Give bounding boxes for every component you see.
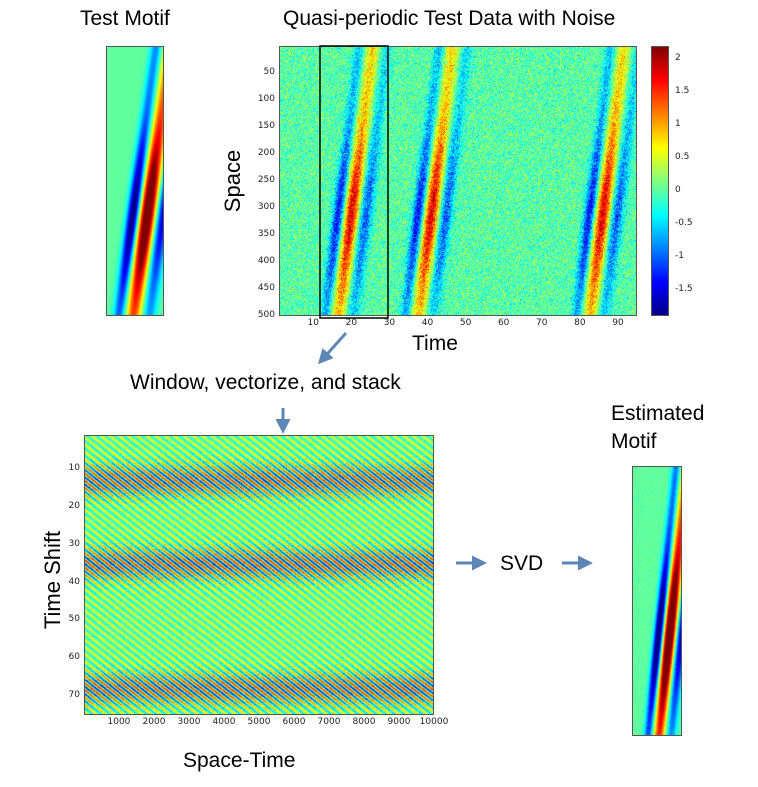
stacked-y-tick: 30 [68, 538, 80, 549]
data-y-tick: 50 [263, 66, 275, 77]
data-y-tick: 250 [257, 174, 275, 185]
colorbar [651, 46, 669, 316]
stacked-x-tick: 10000 [419, 717, 449, 727]
stacked-heatmap [84, 435, 434, 715]
test-motif-title: Test Motif [80, 7, 170, 30]
time-axis-label: Time [412, 332, 458, 355]
colorbar-tick: 2 [675, 53, 681, 64]
stacked-x-tick: 4000 [212, 717, 236, 727]
colorbar-tick: -1 [675, 250, 684, 261]
data-x-tick: 20 [345, 318, 358, 328]
stacked-heatmap-frame [84, 435, 434, 715]
data-y-tick: 500 [257, 310, 275, 320]
stacked-x-tick: 2000 [142, 717, 166, 727]
data-y-tick: 450 [257, 282, 275, 293]
stacked-x-tick: 1000 [107, 717, 131, 727]
space-time-axis-label: Space-Time [183, 749, 296, 772]
stacked-x-tick: 5000 [247, 717, 271, 727]
data-x-tick: 40 [421, 318, 434, 328]
stacked-y-tick: 40 [68, 576, 80, 587]
colorbar-tick: 0 [675, 184, 681, 195]
data-y-tick: 350 [257, 228, 275, 239]
stacked-x-tick: 3000 [177, 717, 201, 727]
data-y-tick: 200 [257, 147, 275, 158]
colorbar-tick: 0.5 [675, 151, 690, 162]
stacked-y-tick: 10 [68, 463, 80, 474]
stacked-x-tick: 8000 [352, 717, 376, 727]
svd-label: SVD [500, 552, 544, 575]
estimated-motif-title-line2: Motif [611, 430, 657, 453]
data-x-tick: 60 [497, 318, 510, 328]
estimated-motif-image [632, 466, 682, 736]
colorbar-frame [651, 46, 669, 316]
data-x-tick: 90 [612, 318, 624, 328]
stacked-y-tick: 70 [68, 690, 80, 701]
stacked-x-tick: 6000 [282, 717, 306, 727]
data-x-tick: 70 [536, 318, 548, 328]
data-y-tick: 150 [257, 120, 275, 131]
colorbar-tick: -0.5 [675, 217, 693, 228]
test-motif-image [106, 46, 164, 316]
data-x-tick: 30 [383, 318, 396, 328]
stacked-y-tick: 50 [68, 614, 80, 625]
colorbar-tick: 1 [675, 119, 681, 130]
stacked-x-tick: 9000 [387, 717, 411, 727]
colorbar-tick: -1.5 [675, 283, 693, 294]
test-motif-frame [106, 46, 164, 316]
stacked-y-tick: 60 [68, 652, 80, 663]
data-heatmap-frame [279, 46, 637, 316]
data-x-tick: 80 [574, 318, 586, 328]
data-y-tick: 100 [257, 93, 275, 104]
stacked-x-tick: 7000 [317, 717, 341, 727]
data-title: Quasi-periodic Test Data with Noise [283, 7, 616, 30]
data-x-tick: 50 [459, 318, 472, 328]
colorbar-tick: 1.5 [675, 86, 690, 97]
data-x-tick: 10 [307, 318, 319, 328]
arrow-window-to-step [317, 331, 348, 365]
window-box [319, 45, 389, 319]
estimated-motif-title-line1: Estimated [611, 402, 705, 425]
estimated-motif-frame [632, 466, 682, 736]
data-heatmap [279, 46, 637, 316]
step-window-label: Window, vectorize, and stack [130, 371, 401, 394]
data-y-tick: 400 [257, 255, 275, 266]
stacked-y-tick: 20 [68, 500, 80, 511]
data-y-tick: 300 [257, 201, 275, 212]
